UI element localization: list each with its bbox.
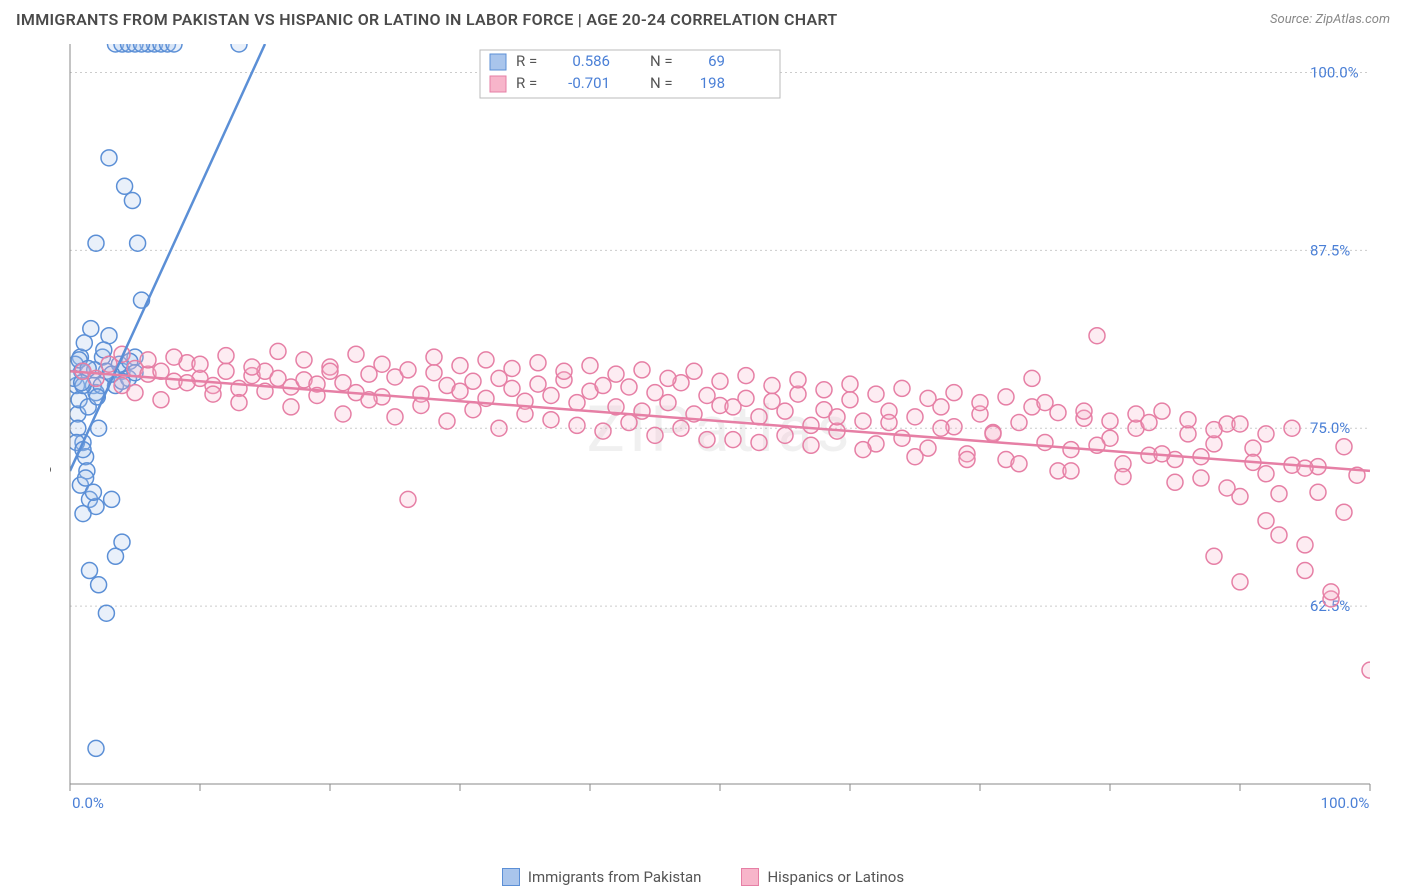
legend-swatch-hispanic	[741, 868, 759, 886]
chart-title: IMMIGRANTS FROM PAKISTAN VS HISPANIC OR …	[16, 10, 838, 29]
svg-text:69: 69	[708, 52, 725, 70]
svg-text:R =: R =	[516, 52, 537, 70]
svg-text:75.0%: 75.0%	[1310, 419, 1350, 437]
svg-text:-0.701: -0.701	[568, 74, 610, 92]
chart-legend: Immigrants from Pakistan Hispanics or La…	[0, 868, 1406, 886]
svg-text:N =: N =	[650, 74, 673, 92]
svg-text:198: 198	[700, 74, 725, 92]
svg-text:N =: N =	[650, 52, 673, 70]
legend-label-pakistan: Immigrants from Pakistan	[528, 868, 702, 886]
svg-text:87.5%: 87.5%	[1310, 241, 1350, 259]
source-name: ZipAtlas.com	[1315, 12, 1390, 27]
chart-header: IMMIGRANTS FROM PAKISTAN VS HISPANIC OR …	[0, 0, 1406, 37]
svg-text:In Labor Force | Age 20-24: In Labor Force | Age 20-24	[50, 415, 52, 590]
svg-text:100.0%: 100.0%	[1321, 794, 1370, 812]
source-prefix: Source:	[1270, 12, 1315, 27]
legend-label-hispanic: Hispanics or Latinos	[767, 868, 904, 886]
svg-text:R =: R =	[516, 74, 537, 92]
correlation-chart: 62.5%75.0%87.5%100.0%ZIPatlas0.0%100.0%I…	[50, 44, 1390, 814]
legend-item-hispanic: Hispanics or Latinos	[741, 868, 904, 886]
legend-item-pakistan: Immigrants from Pakistan	[502, 868, 702, 886]
legend-swatch-pakistan	[502, 868, 520, 886]
svg-text:0.586: 0.586	[572, 52, 610, 70]
source-attribution: Source: ZipAtlas.com	[1270, 12, 1390, 27]
svg-text:0.0%: 0.0%	[72, 794, 104, 812]
svg-text:100.0%: 100.0%	[1310, 63, 1359, 81]
